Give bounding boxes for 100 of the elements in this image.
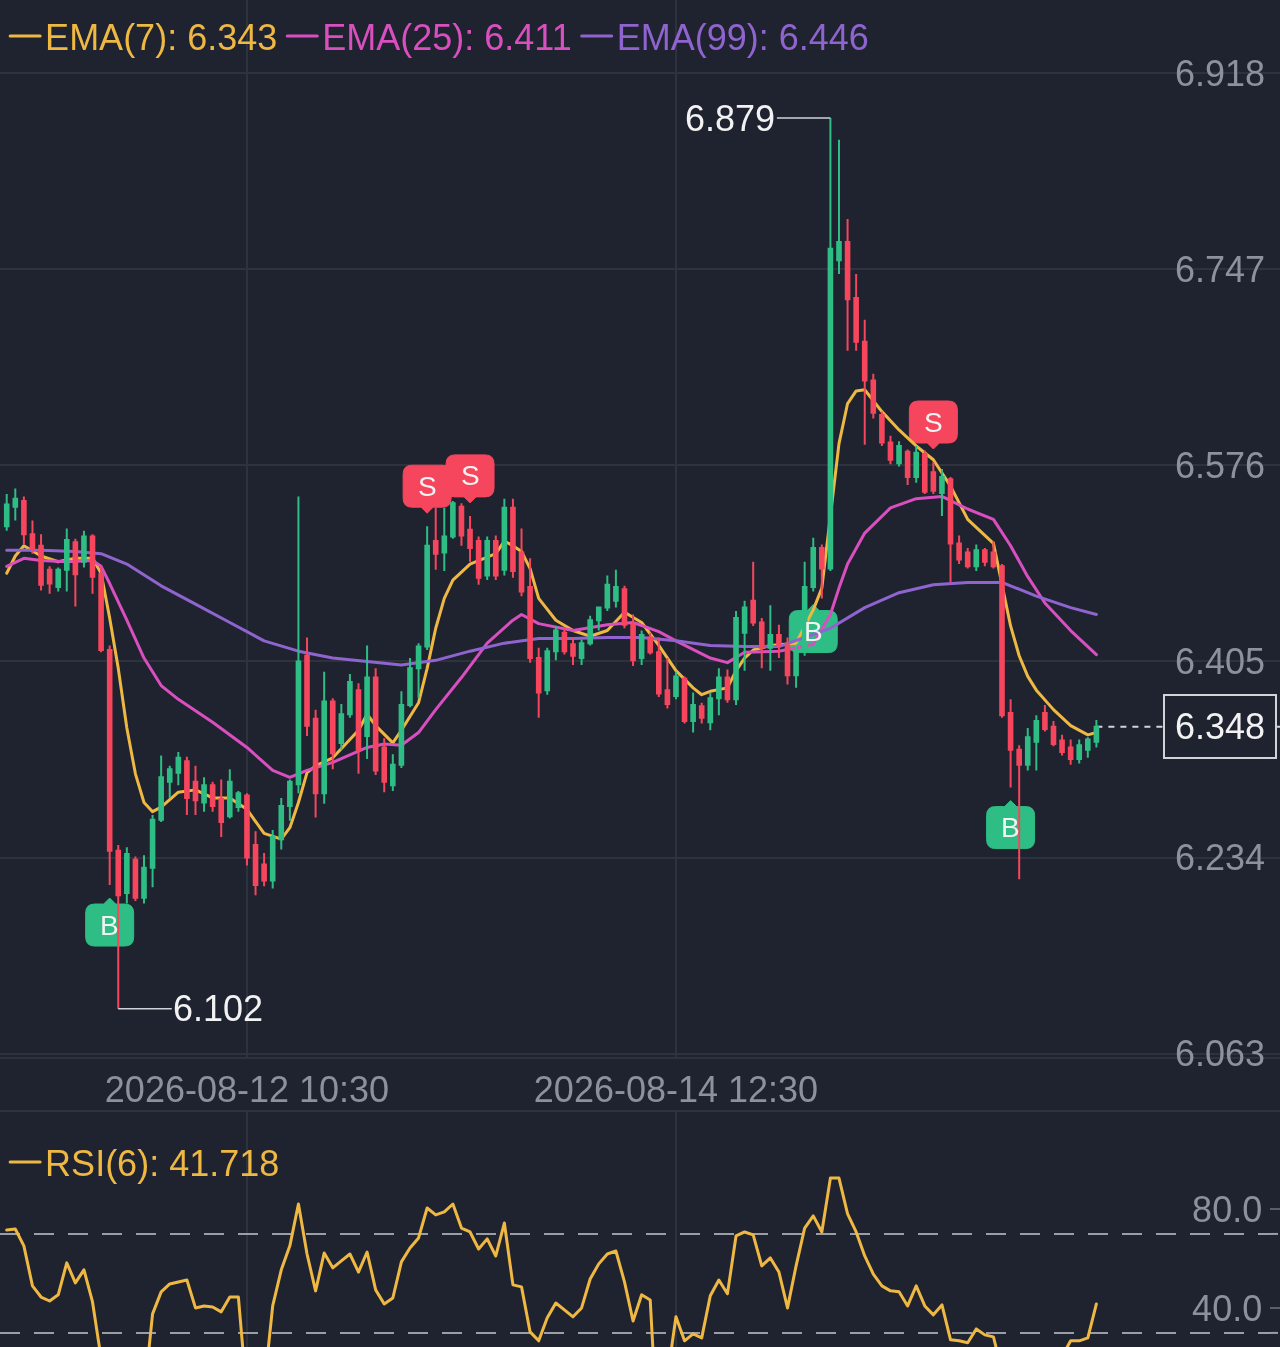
candlestick	[716, 667, 722, 717]
candlestick	[904, 448, 911, 486]
candlestick	[149, 814, 156, 889]
candlestick	[12, 487, 19, 522]
candlestick	[1007, 698, 1014, 789]
candlestick	[921, 449, 928, 496]
candlestick	[518, 527, 525, 598]
x-tick-label: 2026-08-14 12:30	[533, 1068, 819, 1110]
y-tick-label: 6.234	[1174, 837, 1265, 879]
candlestick	[664, 657, 671, 710]
candlestick	[810, 536, 817, 593]
candlestick	[999, 563, 1005, 719]
candlestick	[244, 792, 250, 867]
candlestick	[604, 574, 611, 613]
annotation: S	[461, 460, 480, 491]
annotation: 6.879	[685, 98, 776, 139]
candlestick	[827, 117, 834, 572]
candlestick	[227, 768, 233, 820]
candlestick	[879, 410, 885, 447]
candlestick	[175, 751, 182, 787]
candlestick	[1016, 744, 1022, 881]
candlestick	[329, 697, 336, 771]
y-tick-label: 40.0	[1192, 1287, 1263, 1329]
legend-label: EMA(25): 6.411	[322, 16, 572, 58]
candlestick	[209, 780, 216, 813]
candlestick	[913, 444, 920, 484]
candlestick	[450, 499, 456, 540]
candlestick	[587, 614, 593, 647]
candlestick	[415, 642, 422, 700]
candlestick	[1024, 726, 1031, 772]
y-tick-label: 6.747	[1174, 249, 1265, 291]
candlestick	[578, 638, 585, 666]
candlestick	[252, 830, 259, 897]
candlestick	[758, 616, 765, 670]
candlestick	[132, 855, 139, 903]
candlestick	[158, 754, 164, 823]
candlestick	[390, 753, 396, 793]
candlestick	[29, 519, 36, 555]
candlestick	[544, 646, 551, 696]
candlestick	[21, 495, 27, 546]
candlestick	[784, 636, 791, 686]
candlestick	[269, 829, 276, 890]
candlestick	[1093, 718, 1100, 749]
ref-line-label: 6.348	[1175, 706, 1266, 747]
candlestick	[750, 560, 756, 627]
candlestick	[964, 546, 971, 570]
y-tick-label: 80.0	[1192, 1188, 1263, 1230]
candlestick	[312, 708, 319, 819]
candlestick	[1085, 736, 1091, 759]
candlestick	[570, 636, 576, 666]
candlestick	[647, 631, 654, 656]
legend-label: RSI(6): 41.718	[45, 1142, 280, 1184]
candlestick	[510, 497, 516, 579]
candlestick	[638, 629, 645, 666]
candlestick	[930, 461, 937, 496]
candlestick	[982, 546, 988, 568]
candlestick	[347, 673, 353, 719]
candlestick	[767, 604, 774, 672]
candlestick	[741, 599, 748, 672]
candlestick	[72, 537, 79, 608]
candlestick	[630, 613, 636, 668]
candlestick	[398, 690, 405, 770]
candlestick	[441, 506, 448, 572]
candlestick	[621, 584, 628, 630]
candlestick	[939, 467, 945, 517]
candlestick	[973, 543, 980, 572]
y-tick-label: 6.063	[1174, 1033, 1265, 1075]
candlestick	[553, 624, 559, 662]
candlestick	[38, 533, 44, 592]
candlestick	[656, 636, 662, 699]
candlestick	[115, 843, 122, 1010]
candlestick	[89, 533, 96, 595]
candlestick	[484, 535, 491, 582]
candlestick	[424, 525, 430, 652]
candlestick	[698, 701, 705, 725]
candlestick	[166, 764, 173, 799]
candlestick	[407, 657, 413, 709]
candlestick	[287, 778, 293, 822]
annotation: B	[804, 616, 823, 647]
candlestick	[364, 644, 370, 760]
candlestick	[278, 796, 285, 851]
candlestick	[990, 540, 997, 570]
candlestick	[595, 605, 602, 632]
candlestick	[1033, 714, 1040, 772]
candlestick	[192, 764, 199, 817]
candlestick	[381, 737, 388, 794]
candlestick	[561, 627, 568, 656]
candlestick	[947, 475, 954, 584]
candlestick	[46, 565, 53, 595]
x-tick-label: 2026-08-12 10:30	[104, 1068, 390, 1110]
candlestick	[261, 851, 267, 888]
candlestick	[355, 682, 362, 775]
y-tick-label: 6.576	[1174, 445, 1265, 487]
candlestick	[853, 272, 859, 352]
candlestick	[887, 434, 894, 466]
legend-label: EMA(99): 6.446	[616, 16, 869, 58]
candlestick	[613, 568, 619, 609]
candlestick	[501, 497, 508, 577]
candlestick	[218, 778, 225, 838]
candlestick	[63, 527, 70, 593]
